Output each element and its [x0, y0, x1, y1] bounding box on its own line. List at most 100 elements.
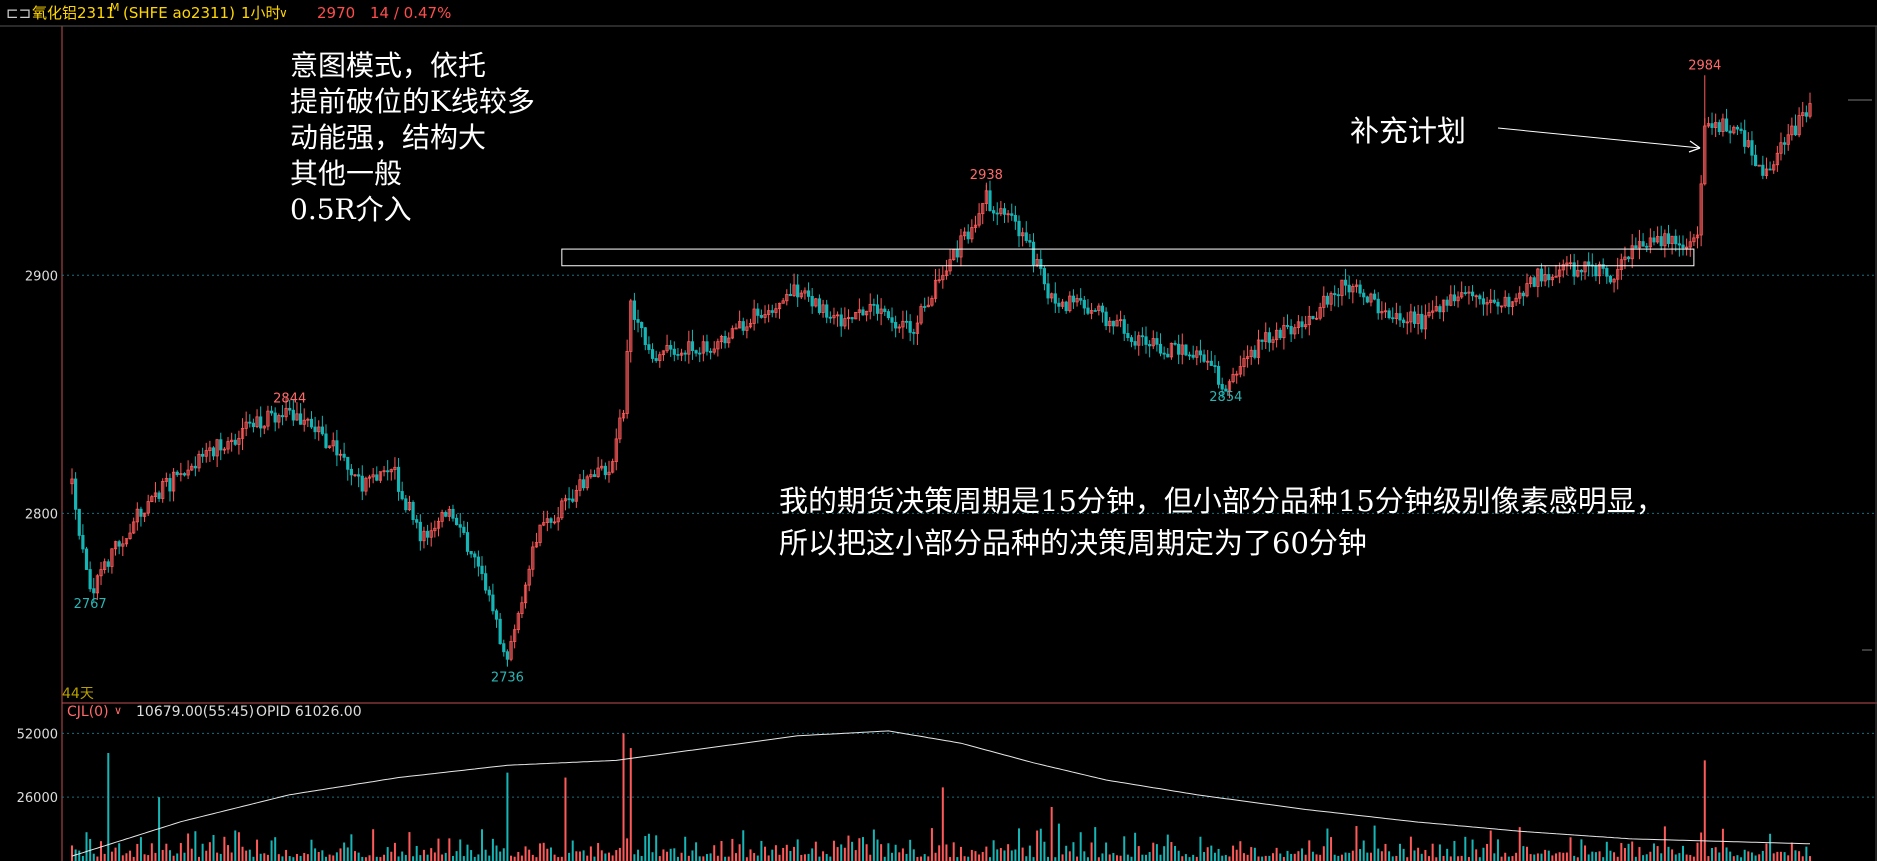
volume-bar	[350, 834, 353, 861]
volume-bar	[1674, 854, 1677, 861]
candle-body	[1699, 183, 1703, 236]
volume-bar	[1402, 848, 1405, 861]
volume-bar	[1170, 842, 1173, 861]
candle-body	[1002, 208, 1007, 215]
chevron-down-icon[interactable]: ∨	[279, 6, 288, 20]
volume-bar	[433, 852, 436, 861]
volume-bar	[1689, 855, 1692, 861]
candle-body	[825, 304, 829, 318]
candle-body	[650, 349, 655, 359]
candle-body	[1376, 298, 1380, 314]
volume-bar	[455, 851, 458, 861]
candle-body	[433, 527, 437, 532]
candle-body	[269, 410, 274, 414]
peak-label: 2984	[1688, 58, 1721, 73]
volume-bar	[361, 856, 364, 861]
candle-body	[1198, 350, 1203, 356]
volume-bar	[1467, 857, 1470, 861]
candle-body	[767, 310, 771, 315]
chevron-down-icon[interactable]: ∨	[114, 704, 123, 717]
candle-body	[1529, 277, 1533, 284]
volume-bar	[1500, 856, 1503, 861]
candle-body	[1637, 241, 1642, 249]
volume-bar	[1083, 851, 1086, 861]
volume-bar	[481, 829, 484, 861]
volume-bar	[1112, 852, 1115, 861]
volume-bar	[916, 856, 919, 861]
candle-body	[640, 321, 644, 329]
candle-body	[1677, 243, 1681, 246]
candle-body	[95, 575, 99, 594]
volume-bar	[1475, 849, 1478, 861]
volume-bar	[1242, 853, 1245, 861]
volume-bar	[1565, 852, 1568, 861]
candle-body	[1579, 269, 1584, 273]
volume-bar	[1195, 856, 1198, 861]
volume-bar	[800, 854, 803, 861]
volume-bar	[437, 838, 440, 861]
candle-body	[636, 319, 640, 323]
volume-bar	[513, 856, 516, 861]
volume-bar	[633, 854, 636, 861]
candle-body	[306, 418, 310, 421]
candle-body	[396, 466, 401, 492]
volume-indicator[interactable]: CJL(0)	[67, 704, 109, 720]
volume-tick-label: 52000	[17, 727, 58, 742]
volume-bar	[858, 838, 861, 861]
candle-body	[1329, 293, 1333, 305]
volume-bar	[462, 856, 465, 861]
candle-body	[770, 310, 774, 313]
candle-body	[759, 315, 763, 318]
volume-bar	[459, 839, 462, 861]
volume-bar	[1507, 856, 1510, 861]
candle-body	[1209, 360, 1213, 366]
candle-body	[611, 461, 615, 473]
link-icon[interactable]: ⊏⊐	[6, 4, 32, 22]
candle-body	[857, 309, 861, 313]
plan-label: 补充计划	[1350, 114, 1467, 148]
volume-bar	[510, 855, 513, 861]
volume-bar	[1369, 852, 1372, 861]
volume-bar	[1021, 847, 1024, 861]
volume-bar	[756, 855, 759, 861]
candle-body	[1347, 284, 1351, 293]
volume-bar	[1721, 828, 1724, 861]
volume-tick-label: 26000	[17, 791, 58, 806]
candle-body	[81, 535, 85, 550]
candle-body	[803, 290, 807, 294]
candle-body	[204, 450, 208, 457]
volume-bar	[1047, 856, 1050, 861]
volume-bar	[1743, 849, 1746, 861]
candle-body	[1594, 265, 1598, 277]
plan-arrow-head	[1688, 140, 1701, 153]
candle-body	[1075, 298, 1079, 303]
volume-bar	[568, 852, 571, 861]
candle-body	[1514, 297, 1518, 303]
candle-body	[375, 474, 379, 481]
volume-bar	[1696, 842, 1699, 861]
candle-body	[487, 589, 491, 596]
candle-body	[937, 279, 941, 282]
candle-body	[1485, 302, 1489, 305]
candle-body	[538, 524, 542, 543]
volume-bar	[281, 856, 284, 861]
candle-body	[1362, 292, 1366, 298]
symbol-name[interactable]: 氧化铝2311	[32, 4, 116, 22]
candle-body	[1060, 301, 1065, 307]
trough-label: 2767	[74, 597, 107, 612]
volume-bar	[549, 847, 552, 861]
volume-bar	[666, 851, 669, 861]
candle-body	[1532, 277, 1536, 287]
volume-bar	[1206, 847, 1209, 861]
candle-body	[266, 410, 270, 427]
candle-body	[1169, 342, 1174, 358]
candle-body	[153, 492, 158, 498]
volume-bar	[451, 855, 454, 861]
candle-body	[1427, 311, 1431, 317]
volume-bar	[684, 836, 687, 861]
period-selector[interactable]: 1小时	[241, 4, 281, 22]
candle-body	[563, 498, 568, 502]
volume-bar	[1268, 855, 1271, 861]
candle-body	[814, 298, 818, 307]
